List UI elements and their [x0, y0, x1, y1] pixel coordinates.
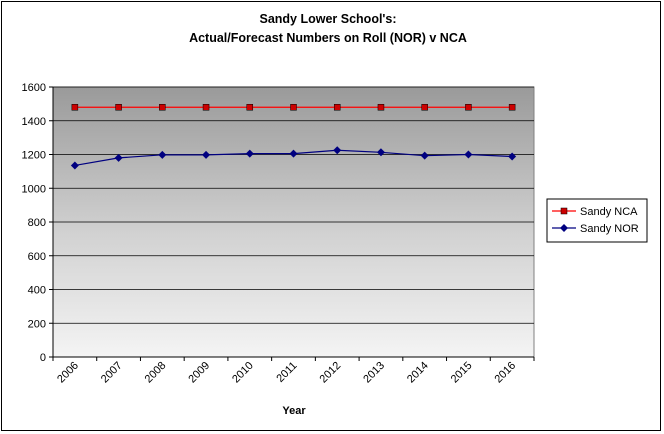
y-tick-label: 200: [28, 318, 46, 330]
data-point: [333, 104, 341, 111]
chart-title: Sandy Lower School's:: [259, 12, 396, 26]
data-point: [333, 146, 342, 155]
data-point: [158, 150, 167, 159]
x-tick-label: 2011: [274, 360, 299, 385]
x-axis-title: Year: [282, 405, 306, 417]
y-tick-label: 1600: [22, 82, 46, 94]
y-tick-label: 800: [28, 217, 46, 229]
data-point: [115, 104, 122, 111]
x-tick-label: 2010: [230, 360, 256, 386]
y-axis: 0 200 400 600 800 1000 1200 1400 1600: [22, 82, 54, 364]
data-point: [508, 104, 516, 111]
data-point: [245, 149, 254, 158]
data-point: [290, 104, 297, 111]
x-tick-label: 2006: [55, 360, 81, 386]
chart-subtitle: Actual/Forecast Numbers on Roll (NOR) v …: [189, 31, 467, 45]
data-point: [421, 104, 428, 111]
y-tick-label: 1400: [22, 116, 46, 128]
legend: Sandy NCA Sandy NOR: [546, 198, 648, 243]
x-tick-label: 2008: [143, 360, 169, 386]
legend-marker: [560, 224, 568, 232]
x-tick-label: 2007: [99, 360, 125, 386]
data-point: [202, 104, 210, 111]
y-tick-label: 1000: [22, 183, 46, 195]
y-tick-label: 400: [28, 285, 46, 297]
x-tick-label: 2014: [405, 360, 431, 386]
x-tick-label: 2016: [492, 360, 518, 386]
legend-items: Sandy NCA Sandy NOR: [552, 206, 639, 235]
legend-marker: [560, 207, 568, 215]
y-tick-label: 0: [40, 352, 46, 364]
x-tick-label: 2012: [318, 360, 344, 386]
data-point: [70, 161, 79, 170]
data-point: [289, 149, 298, 158]
y-tick-label: 1200: [22, 150, 46, 162]
data-point: [376, 148, 385, 157]
data-point: [464, 150, 473, 159]
data-point: [159, 104, 166, 111]
legend-label: Sandy NCA: [580, 206, 638, 218]
data-point: [377, 104, 385, 111]
y-tick-label: 600: [28, 251, 46, 263]
legend-label: Sandy NOR: [580, 223, 639, 235]
data-point: [202, 150, 211, 159]
x-axis: 2006 2007 2008 2009 2010 2011 2012 2013 2014 2015…: [52, 356, 535, 386]
data-point: [114, 153, 123, 162]
data-point: [246, 104, 254, 111]
x-tick-label: 2015: [449, 360, 475, 386]
x-tick-label: 2013: [361, 360, 387, 386]
series-layer: [70, 104, 517, 170]
data-point: [508, 152, 517, 161]
x-tick-label: 2009: [186, 360, 212, 386]
data-point: [465, 104, 472, 111]
data-point: [420, 151, 429, 160]
data-point: [71, 104, 79, 111]
legend-box: [546, 198, 648, 243]
